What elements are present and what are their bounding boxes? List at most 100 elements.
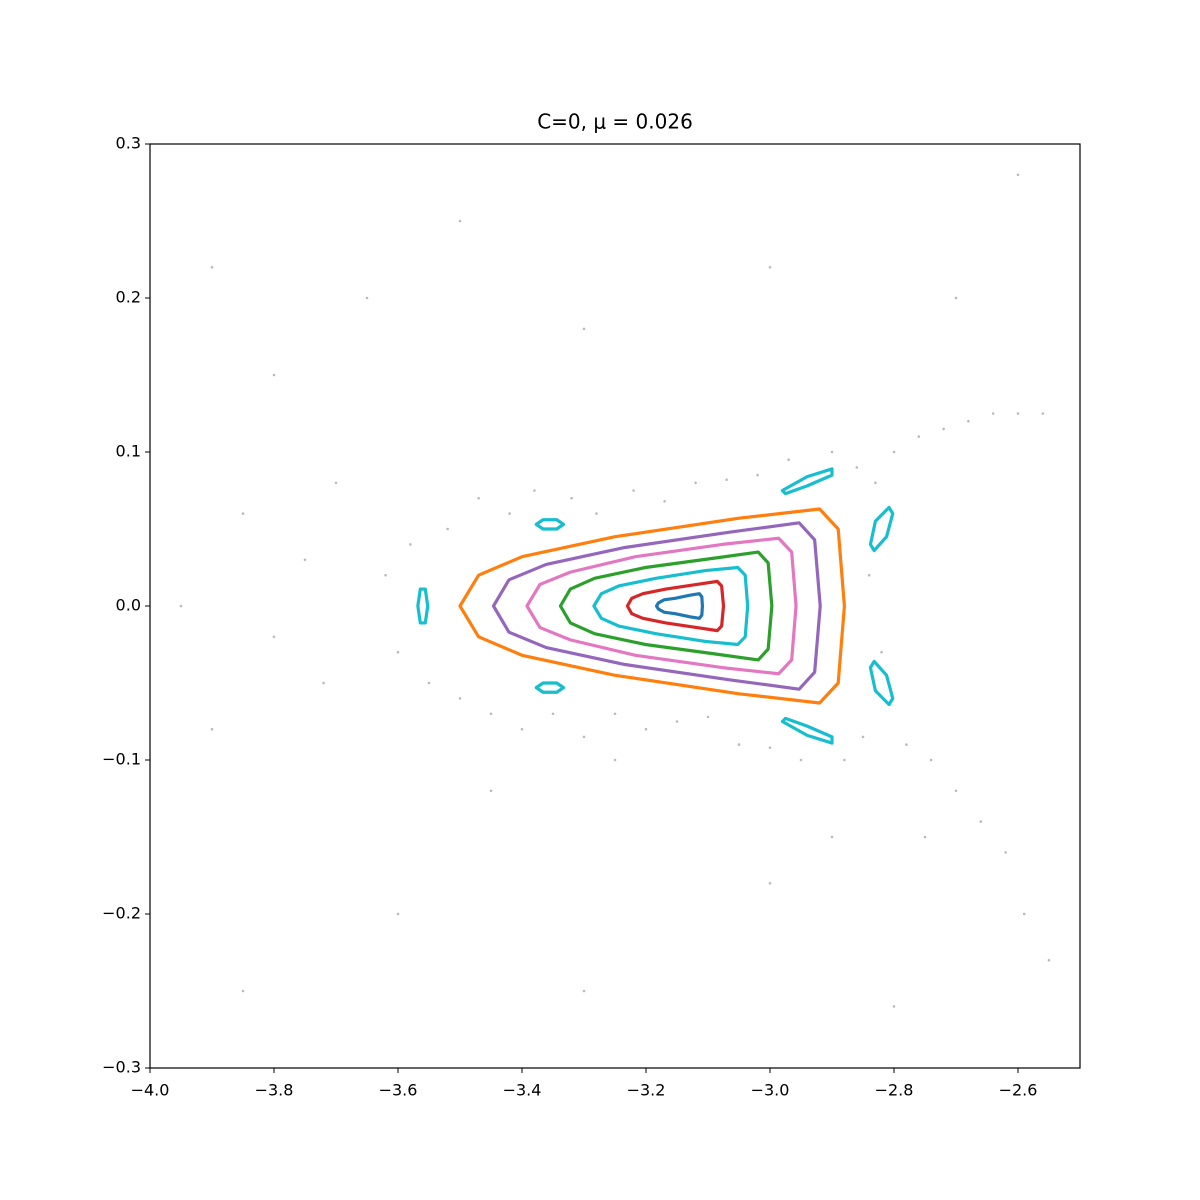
orbit-point <box>929 758 933 762</box>
orbit-point <box>582 989 586 993</box>
orbit-point <box>855 466 859 469</box>
orbit-point <box>737 743 741 746</box>
orbit-point <box>867 573 871 577</box>
orbit-point <box>272 635 276 639</box>
orbit-point <box>991 412 995 415</box>
orbit-point <box>725 478 728 482</box>
orbit-point <box>1022 912 1026 916</box>
orbit-point <box>477 496 480 500</box>
orbit-curve <box>654 592 705 620</box>
orbit-point <box>942 427 945 431</box>
orbit-curve <box>625 579 726 633</box>
orbit-point <box>551 712 555 716</box>
orbit-point <box>861 735 865 739</box>
orbit-curve <box>491 521 822 691</box>
orbit-point <box>1047 958 1051 962</box>
x-tick-label: −3.4 <box>503 1081 542 1100</box>
orbit-point <box>409 543 412 546</box>
x-tick-label: −2.8 <box>875 1081 914 1100</box>
orbit-point <box>1041 412 1045 415</box>
orbit-curve <box>416 467 895 745</box>
orbit-point <box>489 789 493 793</box>
orbit-point <box>787 458 790 462</box>
orbit-point <box>365 296 369 300</box>
y-tick-label: −0.2 <box>102 904 141 923</box>
chart-title: C=0, μ = 0.026 <box>537 110 693 134</box>
orbit-curve <box>592 565 750 647</box>
orbit-point <box>632 489 635 492</box>
orbit-point <box>768 746 772 749</box>
orbit-point <box>644 727 648 731</box>
orbit-point <box>613 712 617 716</box>
orbit-point <box>892 450 896 454</box>
orbit-point <box>756 473 759 477</box>
orbit-point <box>582 735 586 739</box>
orbit-point <box>582 327 586 331</box>
orbit-point <box>427 681 431 685</box>
orbit-point <box>508 512 511 515</box>
orbit-point <box>210 265 214 269</box>
x-tick-label: −4.0 <box>131 1081 170 1100</box>
orbit-point <box>917 435 921 438</box>
orbit-point <box>768 881 772 885</box>
orbit-point <box>303 558 307 562</box>
orbit-point <box>954 296 958 300</box>
orbit-point <box>210 727 214 731</box>
orbit-point <box>675 720 679 723</box>
orbit-point <box>768 265 772 269</box>
orbit-point <box>979 820 983 823</box>
y-tick-label: −0.3 <box>102 1058 141 1077</box>
orbit-point <box>384 573 387 577</box>
orbit-point <box>954 789 958 793</box>
orbit-point <box>241 512 245 515</box>
x-tick-label: −3.6 <box>379 1081 418 1100</box>
y-tick-label: −0.1 <box>102 750 141 769</box>
y-tick-label: 0.0 <box>116 596 141 615</box>
orbit-point <box>880 650 883 654</box>
orbit-curve <box>558 550 774 662</box>
x-tick-label: −3.2 <box>627 1081 666 1100</box>
orbit-point <box>458 219 462 223</box>
orbit-point <box>967 419 970 423</box>
orbit-point <box>923 835 927 839</box>
orbit-point <box>874 481 877 485</box>
orbit-point <box>1016 173 1020 177</box>
orbit-point <box>241 989 245 993</box>
orbit-point <box>706 715 710 719</box>
plot-area <box>179 173 1051 1008</box>
orbit-point <box>396 650 400 654</box>
orbit-point <box>799 758 803 762</box>
orbit-curve <box>458 507 846 705</box>
y-tick-label: 0.3 <box>116 134 141 153</box>
orbit-point <box>322 681 325 685</box>
orbit-point <box>1004 851 1007 854</box>
orbit-curve <box>525 536 798 676</box>
orbit-point <box>892 1005 896 1008</box>
orbit-point <box>1016 412 1020 415</box>
orbit-point <box>663 499 666 503</box>
x-tick-label: −3.8 <box>255 1081 294 1100</box>
orbit-point <box>830 835 834 839</box>
orbit-point <box>595 512 598 515</box>
orbit-point <box>334 481 338 485</box>
orbit-point <box>830 450 834 454</box>
orbit-point <box>458 697 462 700</box>
orbit-point <box>694 481 697 485</box>
orbit-point <box>520 727 524 731</box>
orbit-point <box>613 758 617 762</box>
orbit-point <box>533 489 536 492</box>
orbit-point <box>843 758 846 762</box>
axes-frame <box>149 143 1081 1069</box>
orbit-point <box>570 496 573 500</box>
orbit-point <box>446 527 449 531</box>
orbit-point <box>905 743 908 746</box>
y-tick-label: 0.1 <box>116 442 141 461</box>
x-tick-label: −2.6 <box>999 1081 1038 1100</box>
orbit-point <box>272 373 276 377</box>
y-tick-label: 0.2 <box>116 288 141 307</box>
orbit-point <box>179 604 183 608</box>
orbit-point <box>396 912 400 916</box>
x-tick-label: −3.0 <box>751 1081 790 1100</box>
